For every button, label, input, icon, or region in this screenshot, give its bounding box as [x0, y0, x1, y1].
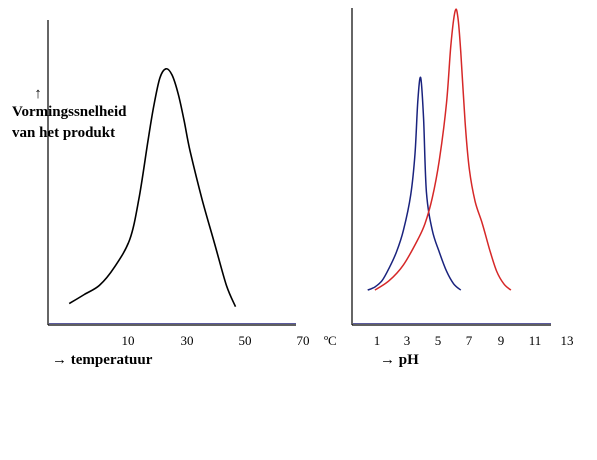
- temperature-tick-label: 50: [239, 333, 252, 348]
- temperature-tick-label: 30: [181, 333, 194, 348]
- temperature-chart: ↑ Vormingssnelheid van het produkt 10 30…: [12, 20, 337, 368]
- temperature-tick-label: 10: [122, 333, 135, 348]
- ph-curve-blue: [367, 76, 462, 291]
- temperature-axes: [47, 20, 296, 326]
- ph-x-label: → pH: [380, 352, 419, 368]
- y-axis-arrow-icon: ↑: [34, 86, 42, 102]
- y-axis-label-line2: van het produkt: [12, 125, 115, 141]
- ph-tick-label: 3: [404, 333, 411, 348]
- ph-tick-label: 11: [529, 333, 542, 348]
- ph-tick-label: 9: [498, 333, 505, 348]
- ph-tick-label: 7: [466, 333, 473, 348]
- ph-curve-red: [374, 8, 512, 291]
- temperature-x-label: → temperatuur: [52, 352, 153, 368]
- ph-tick-label: 5: [435, 333, 442, 348]
- y-axis-label-line1: Vormingssnelheid: [12, 104, 127, 120]
- ph-chart: 1 3 5 7 9 11 13 → pH: [351, 8, 574, 368]
- ph-tick-label: 1: [374, 333, 381, 348]
- temperature-tick-label: 70: [297, 333, 310, 348]
- ph-tick-label: 13: [561, 333, 574, 348]
- temperature-curve: [68, 67, 237, 308]
- temperature-unit: ºC: [324, 333, 337, 348]
